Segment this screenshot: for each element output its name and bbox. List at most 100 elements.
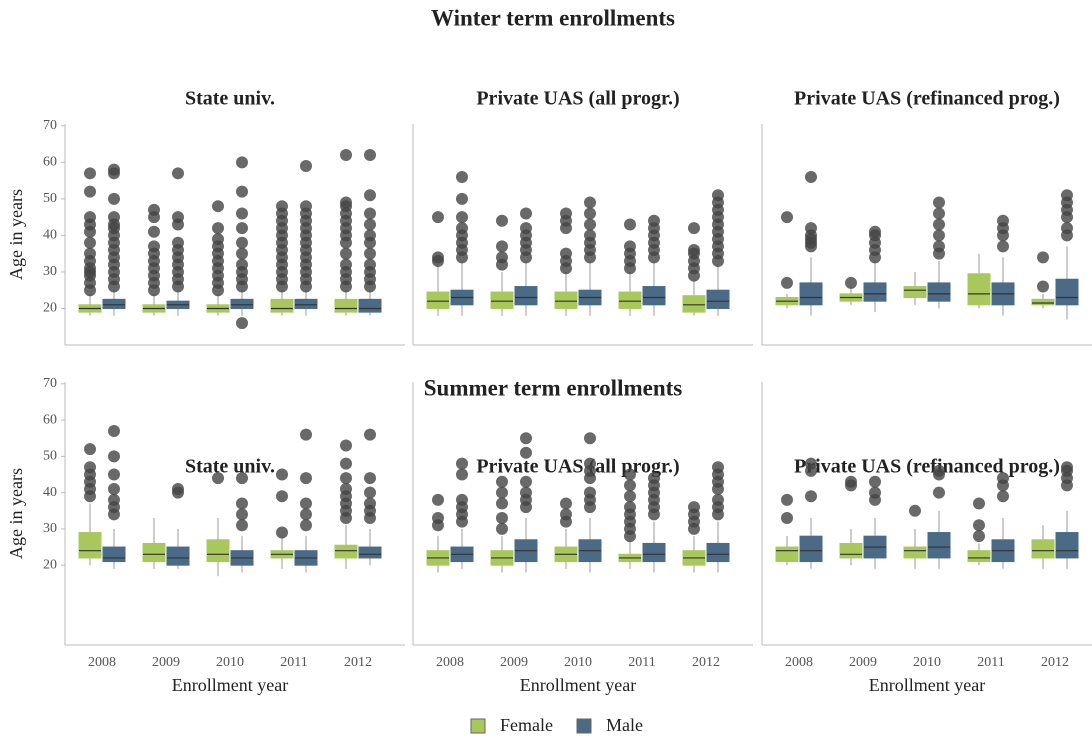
box <box>142 542 166 563</box>
outlier <box>236 236 248 249</box>
outlier <box>236 185 248 198</box>
box <box>903 286 927 299</box>
x-axis-label: Enrollment year <box>520 675 636 695</box>
outlier <box>108 211 120 224</box>
outlier <box>997 472 1009 485</box>
outlier <box>933 196 945 209</box>
outlier <box>781 512 793 525</box>
x-tick-label: 2010 <box>913 655 941 670</box>
outlier <box>432 211 444 224</box>
box <box>358 546 382 559</box>
box <box>642 542 666 563</box>
outlier <box>340 258 352 271</box>
outlier <box>845 475 857 488</box>
outlier <box>108 450 120 463</box>
panel-title: Private UAS (all progr.) <box>476 88 679 110</box>
panel-title: State univ. <box>185 456 275 478</box>
outlier <box>973 497 985 510</box>
outlier <box>520 207 532 220</box>
box <box>358 298 382 313</box>
outlier <box>456 468 468 481</box>
panel-title: Private UAS (all progr.) <box>476 456 679 478</box>
outlier <box>340 457 352 470</box>
y-tick-label: 70 <box>43 376 57 391</box>
y-tick-label: 40 <box>43 485 57 500</box>
panel-title: Private UAS (refinanced prog.) <box>794 456 1060 478</box>
outlier <box>364 229 376 242</box>
outlier <box>1037 251 1049 264</box>
outlier <box>456 170 468 183</box>
outlier <box>236 508 248 521</box>
box <box>706 289 730 309</box>
outlier <box>560 207 572 220</box>
outlier <box>997 240 1009 253</box>
outlier <box>212 233 224 246</box>
legend: Female Male <box>470 715 643 735</box>
outlier <box>236 472 248 485</box>
outlier <box>584 486 596 499</box>
outlier <box>805 222 817 235</box>
panel-title: Private UAS (refinanced prog.) <box>794 88 1060 110</box>
legend-swatch <box>470 718 486 734</box>
outlier <box>1061 222 1073 235</box>
y-tick-label: 40 <box>43 228 57 243</box>
outlier <box>688 244 700 257</box>
outlier <box>973 530 985 543</box>
outlier <box>869 225 881 238</box>
outlier <box>909 504 921 517</box>
outlier <box>172 167 184 180</box>
y-tick-label: 20 <box>43 301 57 316</box>
outlier <box>276 526 288 539</box>
box <box>618 291 642 309</box>
outlier <box>997 490 1009 503</box>
box <box>642 286 666 306</box>
y-tick-label: 50 <box>43 449 57 464</box>
box <box>426 291 450 309</box>
outlier <box>712 461 724 474</box>
outlier <box>869 486 881 499</box>
outlier <box>108 192 120 205</box>
x-tick-label: 2008 <box>785 655 813 670</box>
outlier <box>496 214 508 227</box>
outlier <box>560 497 572 510</box>
outlier <box>496 240 508 253</box>
y-axis-label: Age in years <box>6 189 26 280</box>
outlier <box>781 493 793 506</box>
outlier <box>340 439 352 452</box>
outlier <box>84 211 96 224</box>
y-tick-label: 70 <box>43 118 57 133</box>
box <box>903 546 927 559</box>
outlier <box>584 196 596 209</box>
box <box>775 546 799 563</box>
outlier <box>364 218 376 231</box>
outlier <box>108 163 120 176</box>
outlier <box>584 432 596 445</box>
outlier <box>340 472 352 485</box>
outlier <box>584 457 596 470</box>
outlier <box>84 185 96 198</box>
outlier <box>148 240 160 253</box>
outlier <box>276 490 288 503</box>
outlier <box>300 519 312 532</box>
outlier <box>300 428 312 441</box>
outlier <box>108 483 120 496</box>
box <box>799 282 823 306</box>
box <box>682 295 706 313</box>
x-axis-label: Enrollment year <box>172 675 288 695</box>
outlier <box>364 207 376 220</box>
outlier <box>84 461 96 474</box>
box <box>490 291 514 309</box>
y-tick-label: 60 <box>43 412 57 427</box>
outlier <box>172 211 184 224</box>
outlier <box>520 222 532 235</box>
box <box>102 298 126 309</box>
outlier <box>364 258 376 271</box>
outlier <box>236 519 248 532</box>
box <box>967 550 991 563</box>
legend-swatch <box>576 718 592 734</box>
outlier <box>148 225 160 238</box>
outlier <box>624 218 636 231</box>
outlier <box>108 468 120 481</box>
x-tick-label: 2011 <box>977 655 1004 670</box>
outlier <box>236 247 248 260</box>
